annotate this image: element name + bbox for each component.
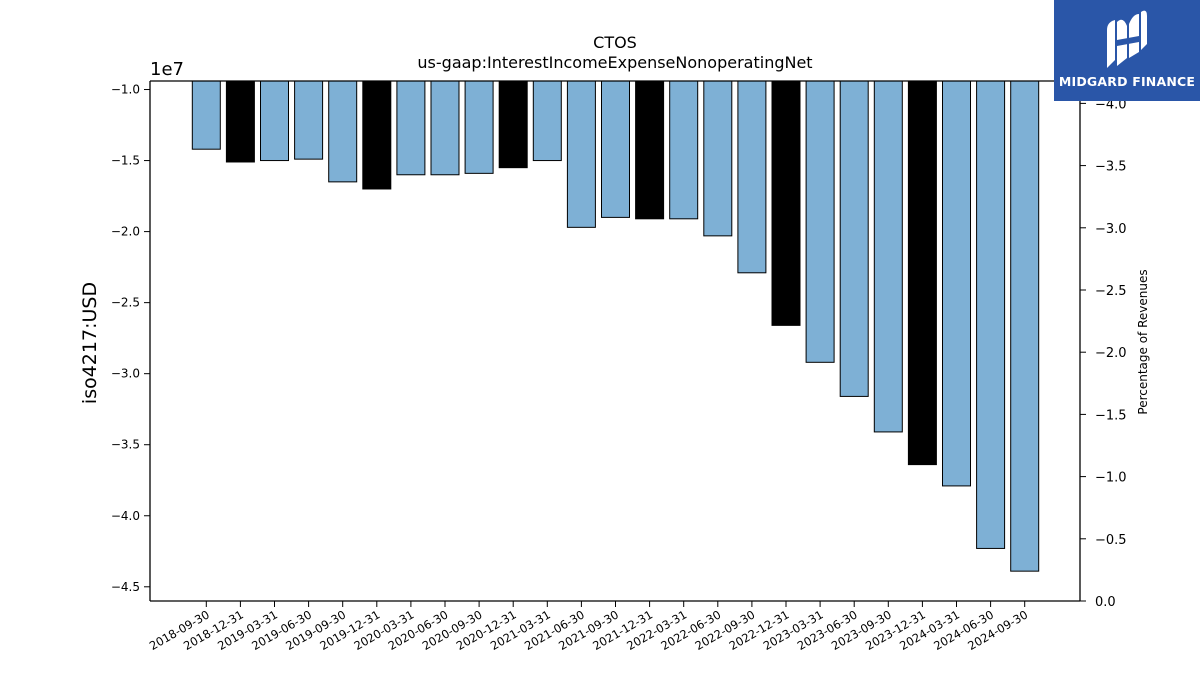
bar-2021-06-30	[566, 80, 596, 228]
bar-2020-09-30	[464, 80, 494, 174]
y-tick-label: −3.0	[111, 367, 140, 381]
bar-2024-03-31	[942, 80, 971, 487]
bar-2019-12-31	[362, 80, 392, 190]
y2-tick-label: −4.0	[1095, 97, 1127, 112]
bar-2022-06-30	[703, 80, 733, 237]
bar-2021-12-31	[635, 80, 665, 220]
midgard-logo-icon	[1107, 10, 1147, 68]
bar-2023-12-31	[907, 80, 937, 466]
chart-subtitle: us-gaap:InterestIncomeExpenseNonoperatin…	[417, 53, 812, 72]
bar-2021-03-31	[532, 80, 562, 162]
bar-2023-06-30	[839, 80, 869, 397]
bars-group	[191, 80, 1040, 572]
y2-axis-label: Percentage of Revenues	[1136, 269, 1150, 414]
bar-2023-09-30	[873, 80, 903, 433]
y-tick-label: −4.0	[111, 509, 140, 523]
bar-2022-09-30	[737, 80, 767, 274]
bar-2019-03-31	[260, 80, 289, 162]
bar-2019-06-30	[294, 80, 324, 160]
bar-2021-09-30	[601, 80, 630, 218]
y2-tick-label: −3.0	[1095, 222, 1127, 237]
y-tick-label: −1.0	[111, 83, 140, 97]
y2-tick-label: −1.5	[1095, 408, 1127, 423]
y-offset-label: 1e7	[150, 59, 184, 80]
logo-text: MIDGARD FINANCE	[1058, 74, 1196, 89]
y-tick-label: −3.5	[111, 438, 140, 452]
bar-2022-03-31	[669, 80, 699, 220]
y-tick-label: −2.5	[111, 296, 140, 310]
chart-title: CTOS	[593, 33, 637, 52]
bar-2024-06-30	[976, 80, 1006, 549]
y-tick-label: −2.0	[111, 225, 140, 239]
y2-tick-label: 0.0	[1095, 595, 1116, 610]
y-tick-label: −1.5	[111, 154, 140, 168]
bar-2020-12-31	[498, 80, 528, 169]
y-tick-label: −4.5	[111, 580, 140, 594]
y2-tick-label: −1.0	[1095, 471, 1127, 486]
bar-2023-03-31	[805, 80, 835, 363]
bar-2019-09-30	[328, 80, 358, 183]
bar-2024-09-30	[1010, 80, 1040, 572]
bar-2020-03-31	[396, 80, 426, 176]
bar-2020-06-30	[430, 80, 460, 176]
y-axis-label: iso4217:USD	[79, 282, 101, 404]
y2-tick-label: −2.0	[1095, 346, 1127, 361]
y2-tick-label: −2.5	[1095, 284, 1127, 299]
bar-2018-12-31	[225, 80, 255, 163]
y2-tick-label: −0.5	[1095, 533, 1127, 548]
brand-logo: MIDGARD FINANCE	[1054, 0, 1200, 101]
bar-2018-09-30	[191, 80, 221, 150]
bar-2022-12-31	[771, 80, 801, 326]
y2-tick-label: −3.5	[1095, 160, 1127, 175]
